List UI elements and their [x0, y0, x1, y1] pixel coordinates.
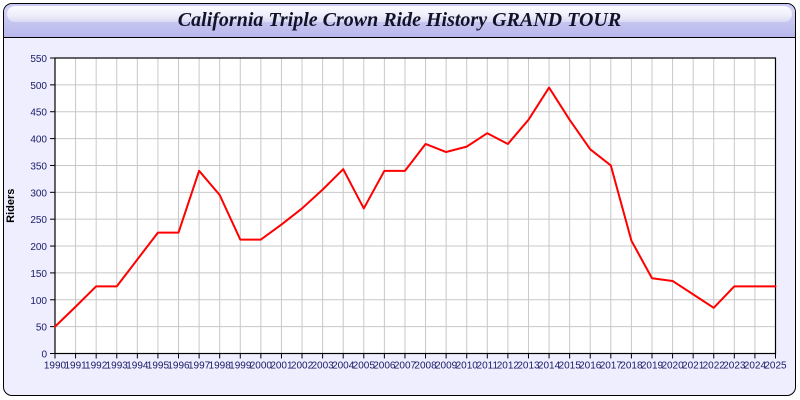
svg-text:2003: 2003	[311, 361, 334, 372]
svg-text:1995: 1995	[147, 361, 170, 372]
svg-text:2004: 2004	[332, 361, 355, 372]
svg-text:2020: 2020	[661, 361, 684, 372]
svg-text:350: 350	[30, 161, 47, 172]
svg-text:2012: 2012	[497, 361, 520, 372]
svg-text:500: 500	[30, 81, 47, 92]
svg-text:2014: 2014	[538, 361, 561, 372]
svg-text:450: 450	[30, 108, 47, 119]
svg-text:1999: 1999	[229, 361, 252, 372]
svg-text:2023: 2023	[723, 361, 746, 372]
svg-text:2019: 2019	[641, 361, 664, 372]
svg-text:400: 400	[30, 135, 47, 146]
svg-text:2009: 2009	[435, 361, 458, 372]
svg-text:50: 50	[36, 323, 48, 334]
svg-text:1990: 1990	[44, 361, 67, 372]
svg-text:2011: 2011	[477, 361, 499, 372]
svg-text:1998: 1998	[209, 361, 232, 372]
svg-text:2000: 2000	[250, 361, 273, 372]
svg-text:1993: 1993	[106, 361, 129, 372]
svg-text:2013: 2013	[517, 361, 540, 372]
svg-text:250: 250	[30, 215, 47, 226]
svg-text:2021: 2021	[682, 361, 705, 372]
svg-text:2002: 2002	[291, 361, 314, 372]
svg-text:200: 200	[30, 242, 47, 253]
svg-text:150: 150	[30, 269, 47, 280]
svg-text:2017: 2017	[600, 361, 623, 372]
svg-text:2016: 2016	[579, 361, 602, 372]
svg-text:1991: 1991	[64, 361, 87, 372]
svg-text:1997: 1997	[188, 361, 211, 372]
svg-text:0: 0	[41, 350, 47, 361]
svg-text:2006: 2006	[373, 361, 396, 372]
svg-text:2018: 2018	[620, 361, 643, 372]
svg-text:2005: 2005	[353, 361, 376, 372]
svg-text:550: 550	[30, 54, 47, 65]
svg-text:1996: 1996	[167, 361, 190, 372]
svg-text:1994: 1994	[126, 361, 149, 372]
svg-text:2007: 2007	[394, 361, 417, 372]
svg-text:2001: 2001	[270, 361, 293, 372]
svg-text:2024: 2024	[744, 361, 767, 372]
svg-text:2015: 2015	[559, 361, 582, 372]
svg-text:2008: 2008	[414, 361, 437, 372]
svg-text:Riders: Riders	[5, 189, 17, 223]
svg-text:2022: 2022	[703, 361, 726, 372]
svg-text:1992: 1992	[85, 361, 108, 372]
svg-text:2025: 2025	[764, 361, 787, 372]
svg-text:100: 100	[30, 296, 47, 307]
svg-text:300: 300	[30, 188, 47, 199]
svg-text:2010: 2010	[456, 361, 479, 372]
